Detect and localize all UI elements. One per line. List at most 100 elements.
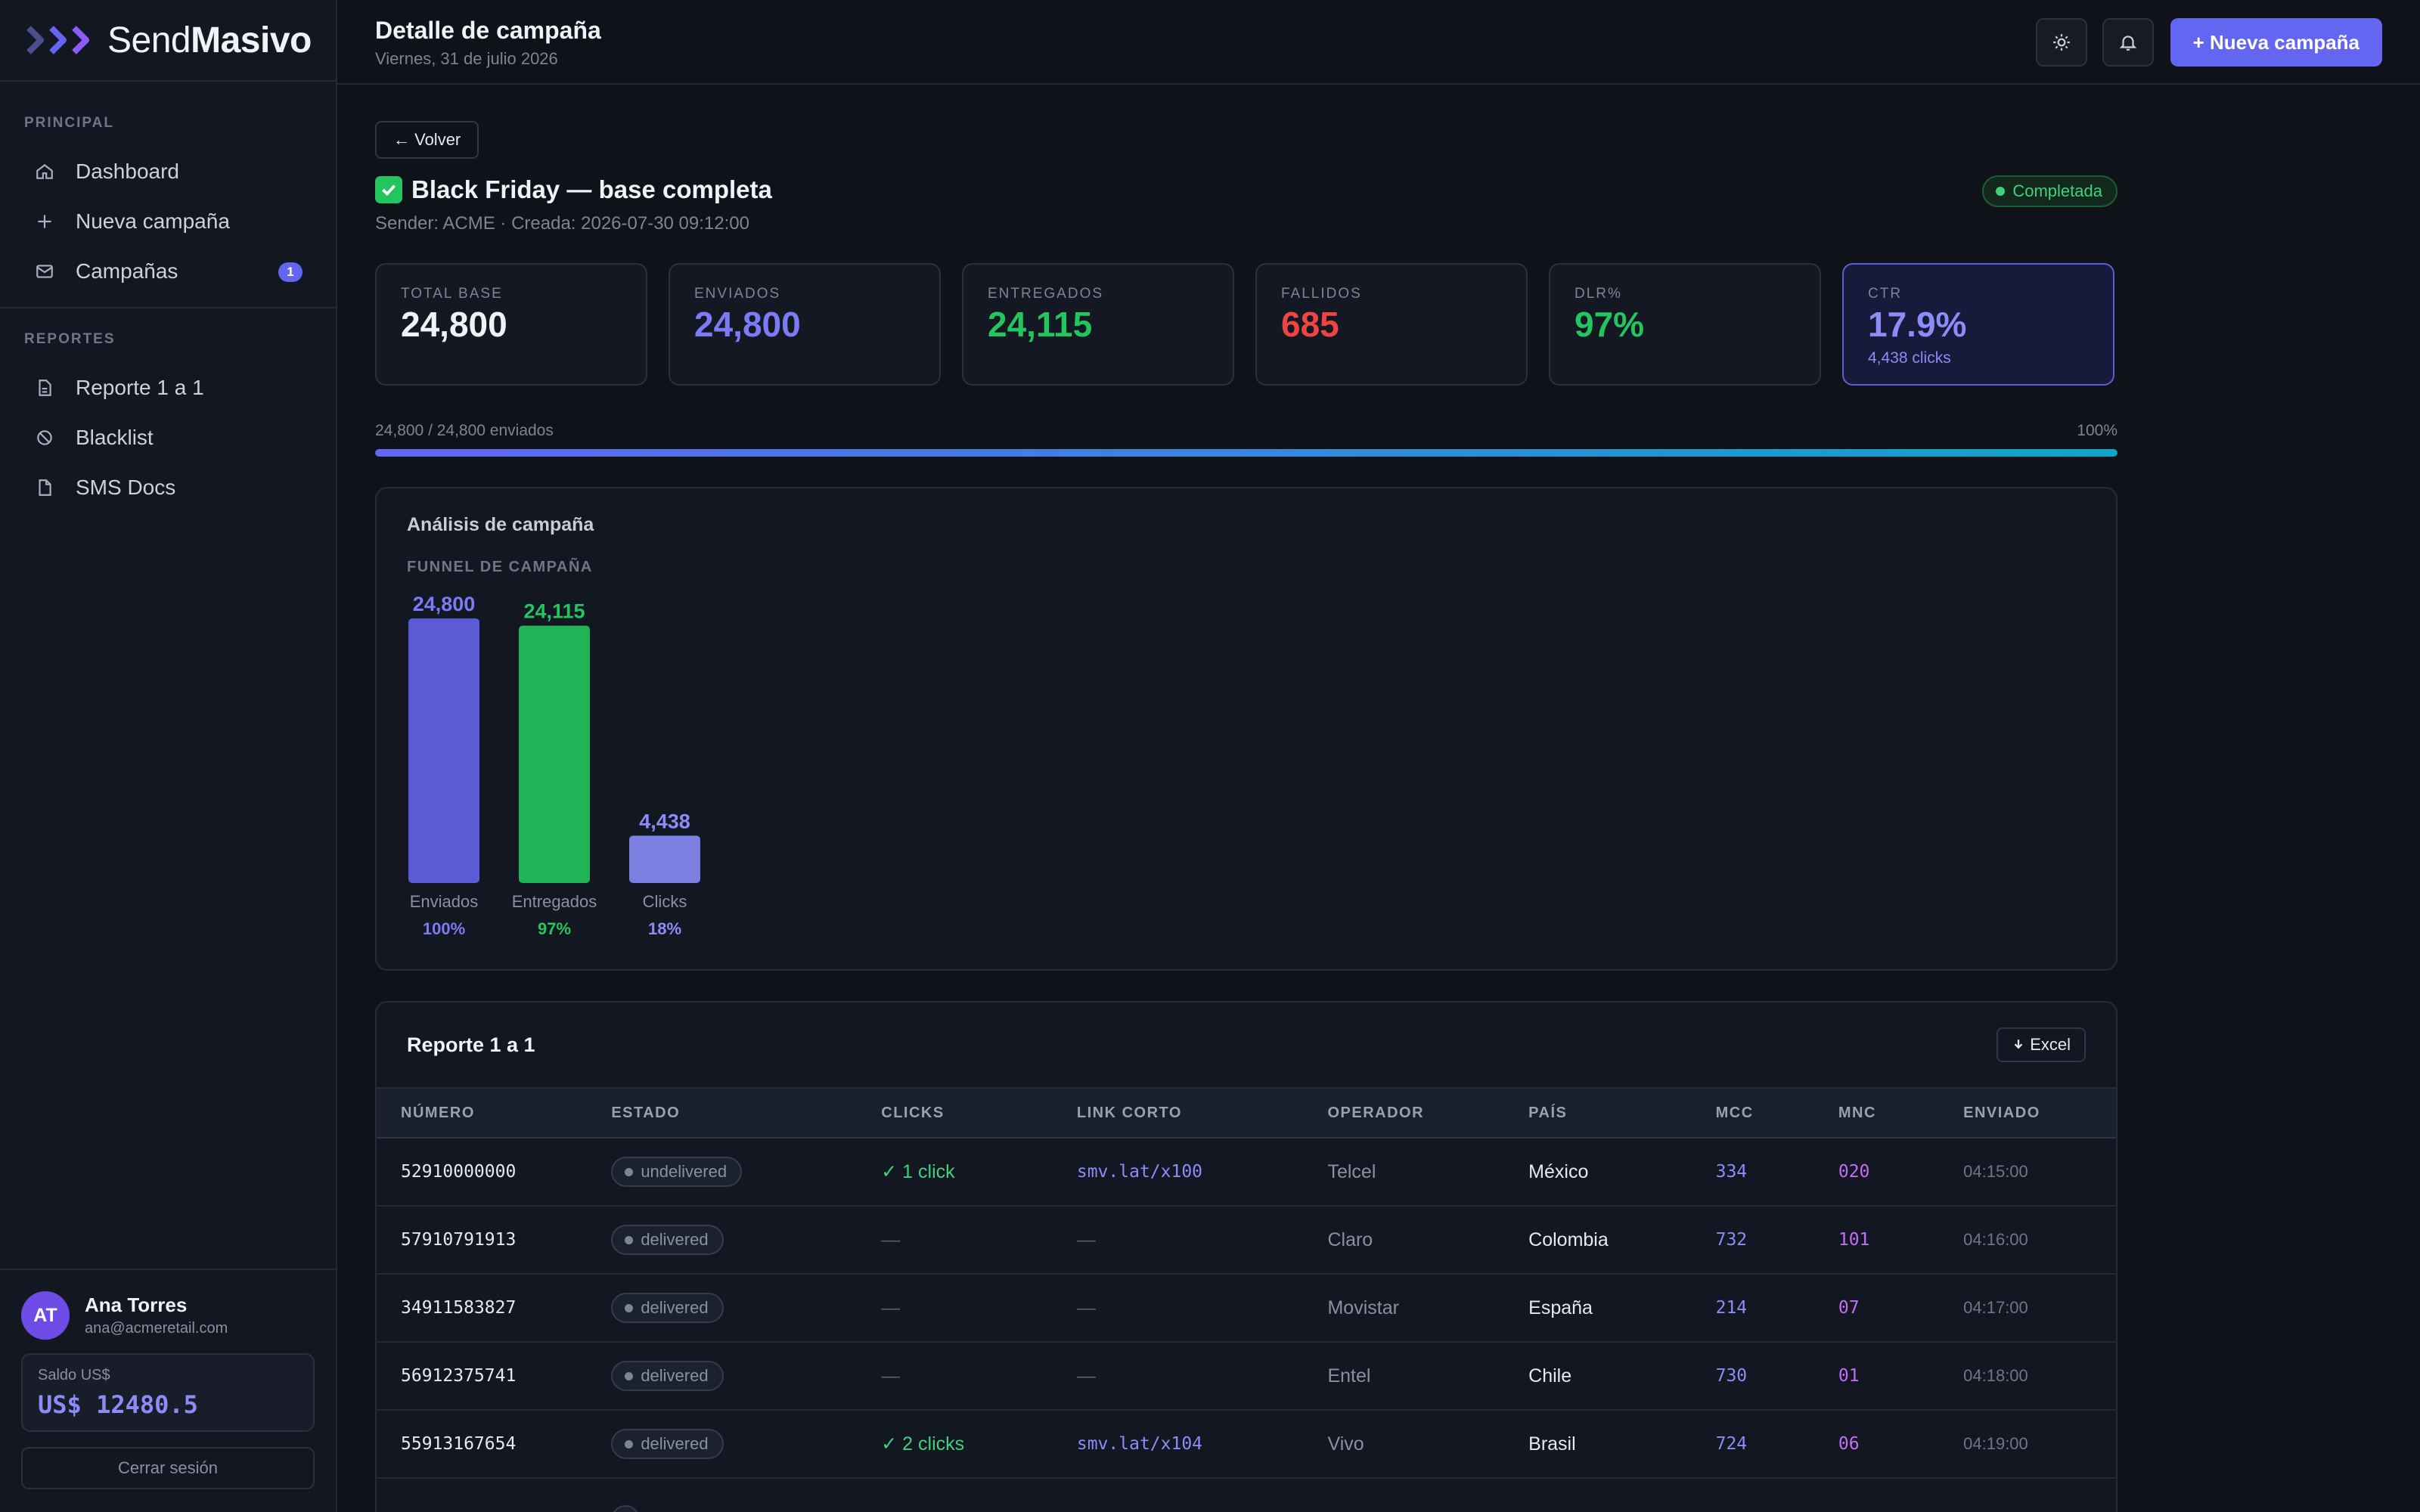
table-header-row: NÚMERO ESTADO CLICKS LINK CORTO OPERADOR PAÍS… [377, 1088, 2116, 1138]
delivery-status-badge: undelivered [611, 1157, 743, 1187]
block-icon [33, 426, 56, 449]
balance-label: Saldo US$ [38, 1367, 110, 1383]
cell-mcc: 334 [1715, 1162, 1748, 1182]
cell-rest [881, 1478, 2116, 1512]
sidebar-item-label: Reporte 1 a 1 [76, 376, 204, 399]
brand-logo[interactable]: SendMasivo [0, 0, 336, 82]
cell-pais: México [1528, 1160, 1589, 1182]
kpi-cards: TOTAL BASE 24,800 ENVIADOS 24,800 ENTREGADOS… [375, 263, 2118, 386]
status-dot-icon [625, 1439, 634, 1448]
report-title: Reporte 1 a 1 [407, 1033, 535, 1056]
kpi-value: 17.9% [1868, 305, 1967, 344]
funnel-category-label: Clicks [643, 892, 687, 911]
cell-clicks: ✓ 2 clicks [881, 1433, 965, 1455]
sidebar-item-blacklist[interactable]: Blacklist [0, 413, 336, 463]
theme-toggle-button[interactable] [2035, 18, 2087, 67]
cell-enviado: 04:15:00 [1963, 1162, 2028, 1181]
funnel-value-label: 4,438 [639, 810, 690, 832]
funnel-percent-label: 100% [423, 919, 465, 938]
kpi-value: 97% [1575, 305, 1645, 344]
cell-enviado: 04:18:00 [1963, 1366, 2028, 1385]
column-header[interactable]: CLICKS [881, 1104, 945, 1121]
column-header[interactable]: NÚMERO [401, 1104, 475, 1121]
status-dot-icon [625, 1235, 634, 1244]
delivery-status-badge: delivered [611, 1429, 724, 1459]
status-dot-icon [625, 1371, 634, 1380]
cell-estado: delivered [611, 1410, 881, 1478]
report-card: Reporte 1 a 1 Excel NÚMERO ESTADO CLICKS LI… [375, 1001, 2118, 1512]
cell-enviado: 04:16:00 [1963, 1230, 2028, 1249]
table-row[interactable]: 52910000000 undelivered ✓ 1 click smv.lat/x… [377, 1138, 2116, 1206]
cell-clicks: — [881, 1297, 901, 1318]
sidebar-account: AT Ana Torres ana@acmeretail.com Saldo U… [0, 1269, 336, 1512]
cell-pais: Colombia [1528, 1228, 1609, 1250]
mail-icon [33, 260, 56, 283]
column-header[interactable]: PAÍS [1528, 1104, 1568, 1121]
funnel-percent-label: 97% [538, 919, 571, 938]
column-header[interactable]: MNC [1838, 1104, 1876, 1121]
cell-clicks: ✓ 1 click [881, 1161, 955, 1182]
status-badge: Completada [1982, 175, 2118, 207]
cell-pais: Chile [1528, 1365, 1572, 1387]
cell-operador: Vivo [1327, 1433, 1364, 1455]
cell-mnc: 101 [1838, 1230, 1870, 1250]
cell-enviado: 04:17:00 [1963, 1298, 2028, 1317]
column-header[interactable]: OPERADOR [1327, 1104, 1425, 1121]
bell-icon [2119, 36, 2136, 51]
progress-text: 24,800 / 24,800 enviados [375, 422, 554, 439]
column-header[interactable]: LINK CORTO [1076, 1104, 1182, 1121]
section-label-reportes: REPORTES [24, 331, 116, 347]
sidebar-item-campanas[interactable]: Campañas 1 [0, 246, 336, 296]
status-text: delivered [641, 1298, 709, 1317]
cell-mcc: 730 [1715, 1366, 1748, 1386]
cell-link-corto[interactable]: smv.lat/x104 [1076, 1434, 1203, 1454]
report-table: NÚMERO ESTADO CLICKS LINK CORTO OPERADOR PAÍS… [377, 1087, 2116, 1512]
sidebar-item-dashboard[interactable]: Dashboard [0, 147, 336, 197]
back-button[interactable]: ← Volver [375, 121, 479, 159]
cell-estado: delivered [611, 1206, 881, 1274]
export-excel-button[interactable]: Excel [1996, 1027, 2086, 1062]
chevrons-logo-icon [24, 23, 92, 57]
table-row[interactable] [377, 1478, 2116, 1512]
campaign-meta: Sender: ACME · Creada: 2026-07-30 09:12:… [375, 213, 749, 234]
progress-bar-fill [375, 449, 2118, 457]
table-row[interactable]: 55913167654 delivered ✓ 2 clicks smv.lat/x1… [377, 1410, 2116, 1478]
column-header[interactable]: MCC [1715, 1104, 1754, 1121]
table-row[interactable]: 56912375741 delivered — — Entel Chile 730 01 04:… [377, 1342, 2116, 1410]
cell-link-corto[interactable]: smv.lat/x100 [1076, 1162, 1203, 1182]
sidebar-item-label: SMS Docs [76, 476, 176, 499]
table-row[interactable]: 34911583827 delivered — — Movistar España 214 0… [377, 1274, 2116, 1342]
sidebar-item-reporte[interactable]: Reporte 1 a 1 [0, 363, 336, 413]
cell-estado: undelivered [611, 1138, 881, 1206]
progress-bar [375, 449, 2118, 457]
campaign-title: Black Friday — base completa [375, 175, 2118, 204]
delivery-status-badge: delivered [611, 1361, 724, 1391]
kpi-label: FALLIDOS [1281, 286, 1362, 302]
column-header[interactable]: ENVIADO [1963, 1104, 2040, 1121]
new-campaign-button[interactable]: + Nueva campaña [2170, 18, 2382, 67]
table-row[interactable]: 57910791913 delivered — — Claro Colombia 732 10… [377, 1206, 2116, 1274]
cell-mnc: 020 [1838, 1162, 1870, 1182]
sidebar-item-label: Blacklist [76, 426, 154, 449]
cell-numero: 34911583827 [401, 1298, 517, 1318]
balance-value: US$ 12480.5 [38, 1390, 198, 1419]
notifications-button[interactable] [2102, 18, 2154, 67]
cell-pais: España [1528, 1297, 1593, 1318]
kpi-label: TOTAL BASE [401, 286, 503, 302]
page-title: Detalle de campaña [375, 17, 601, 44]
status-dot-icon [1996, 187, 2006, 196]
check-icon [375, 176, 402, 203]
sidebar-item-nueva-campana[interactable]: Nueva campaña [0, 197, 336, 246]
cell-link-corto: — [1076, 1228, 1096, 1250]
funnel-value-label: 24,800 [413, 593, 476, 615]
cell-mcc: 732 [1715, 1230, 1748, 1250]
funnel-category-label: Enviados [410, 892, 479, 911]
cell-estado: delivered [611, 1274, 881, 1342]
cell-mcc: 214 [1715, 1298, 1748, 1318]
column-header[interactable]: ESTADO [611, 1104, 681, 1121]
logout-button[interactable]: Cerrar sesión [21, 1447, 315, 1489]
user-profile[interactable]: AT Ana Torres ana@acmeretail.com [21, 1291, 315, 1340]
sidebar-item-sms-docs[interactable]: SMS Docs [0, 463, 336, 513]
balance-card: Saldo US$ US$ 12480.5 [21, 1353, 315, 1432]
funnel-chart: 24,800 Enviados 100% 24,115 Entregados 97% 4,4… [408, 593, 700, 938]
